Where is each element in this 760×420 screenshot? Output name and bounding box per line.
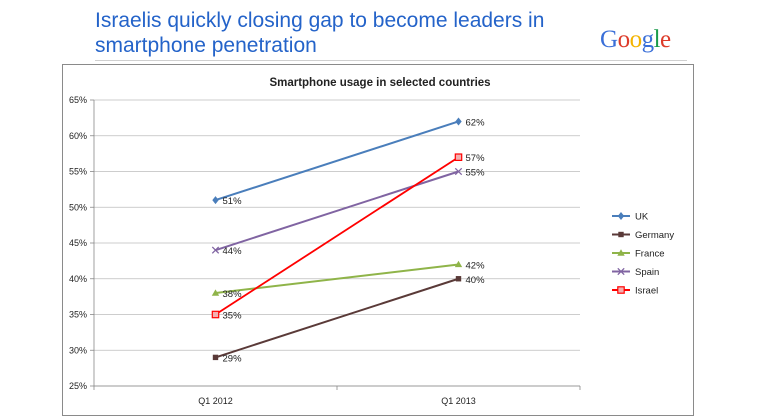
legend: UK Germany France Spain Israel xyxy=(612,212,674,297)
data-point xyxy=(617,267,625,276)
google-logo-letter: e xyxy=(660,26,671,53)
legend-entry: Germany xyxy=(635,230,674,241)
y-tick-label: 25% xyxy=(69,381,87,391)
google-logo: Google xyxy=(600,26,671,54)
data-point-stroke xyxy=(454,167,463,176)
data-point xyxy=(617,212,625,220)
chart-title: Smartphone usage in selected countries xyxy=(269,77,490,89)
series-line xyxy=(215,120,459,202)
x-tick-label: Q1 2012 xyxy=(198,396,233,406)
axes: 25% 30% 35% 40% 45% 50% 55% 60% 65% Q1 2012 Q1 201… xyxy=(69,95,581,406)
y-tick-label: 55% xyxy=(69,167,87,177)
data-label: 55% xyxy=(466,168,486,179)
y-tick-label: 50% xyxy=(69,202,87,212)
x-tick-label: Q1 2013 xyxy=(441,396,476,406)
google-logo-letter: o xyxy=(617,26,631,53)
data-point-stroke xyxy=(617,267,625,276)
data-point xyxy=(212,196,219,205)
y-tick-label: 30% xyxy=(69,345,87,355)
data-label: 38% xyxy=(223,289,243,300)
data-label: 57% xyxy=(466,153,486,164)
data-label: 62% xyxy=(466,117,486,128)
y-tick-label: 65% xyxy=(69,95,87,105)
data-point xyxy=(455,276,462,282)
y-tick-label: 45% xyxy=(69,238,87,248)
series-line xyxy=(215,156,459,316)
data-point xyxy=(617,286,625,294)
title-divider xyxy=(95,60,687,61)
data-point xyxy=(455,117,462,126)
data-point-stroke xyxy=(211,246,220,254)
data-label: 44% xyxy=(223,246,243,257)
data-label: 40% xyxy=(466,275,486,286)
data-label: 51% xyxy=(223,196,243,207)
data-point xyxy=(454,153,463,162)
y-tick-label: 60% xyxy=(69,131,87,141)
data-label: 42% xyxy=(466,260,486,271)
google-logo-letter: g xyxy=(641,26,655,53)
legend-entry: Spain xyxy=(635,267,659,278)
legend-entry: Israel xyxy=(635,286,658,297)
google-logo-letter: G xyxy=(600,26,618,53)
data-point xyxy=(211,289,220,296)
y-tick-label: 35% xyxy=(69,310,87,320)
data-label: 29% xyxy=(223,353,243,364)
data-label: 35% xyxy=(223,311,243,322)
google-logo-letter: l xyxy=(653,26,661,53)
slide-title: Israelis quickly closing gap to become l… xyxy=(95,9,545,57)
data-point xyxy=(617,249,625,256)
chart-frame xyxy=(62,64,694,416)
data-labels: 51% 62% 29% 40% 38% 42% 44% 55% 35% 57% xyxy=(223,117,486,364)
google-logo-letter: o xyxy=(629,26,643,53)
data-point xyxy=(454,167,463,176)
series-lines xyxy=(211,117,463,361)
legend-entry: UK xyxy=(635,212,649,223)
data-point xyxy=(618,231,624,238)
series-line xyxy=(215,170,459,252)
data-point xyxy=(454,260,463,268)
legend-entry: France xyxy=(635,249,665,260)
gridlines xyxy=(94,99,580,387)
data-point xyxy=(212,354,219,361)
y-tick-label: 40% xyxy=(69,274,87,284)
data-point xyxy=(211,246,220,254)
data-point xyxy=(211,310,220,319)
series-line xyxy=(215,277,459,359)
